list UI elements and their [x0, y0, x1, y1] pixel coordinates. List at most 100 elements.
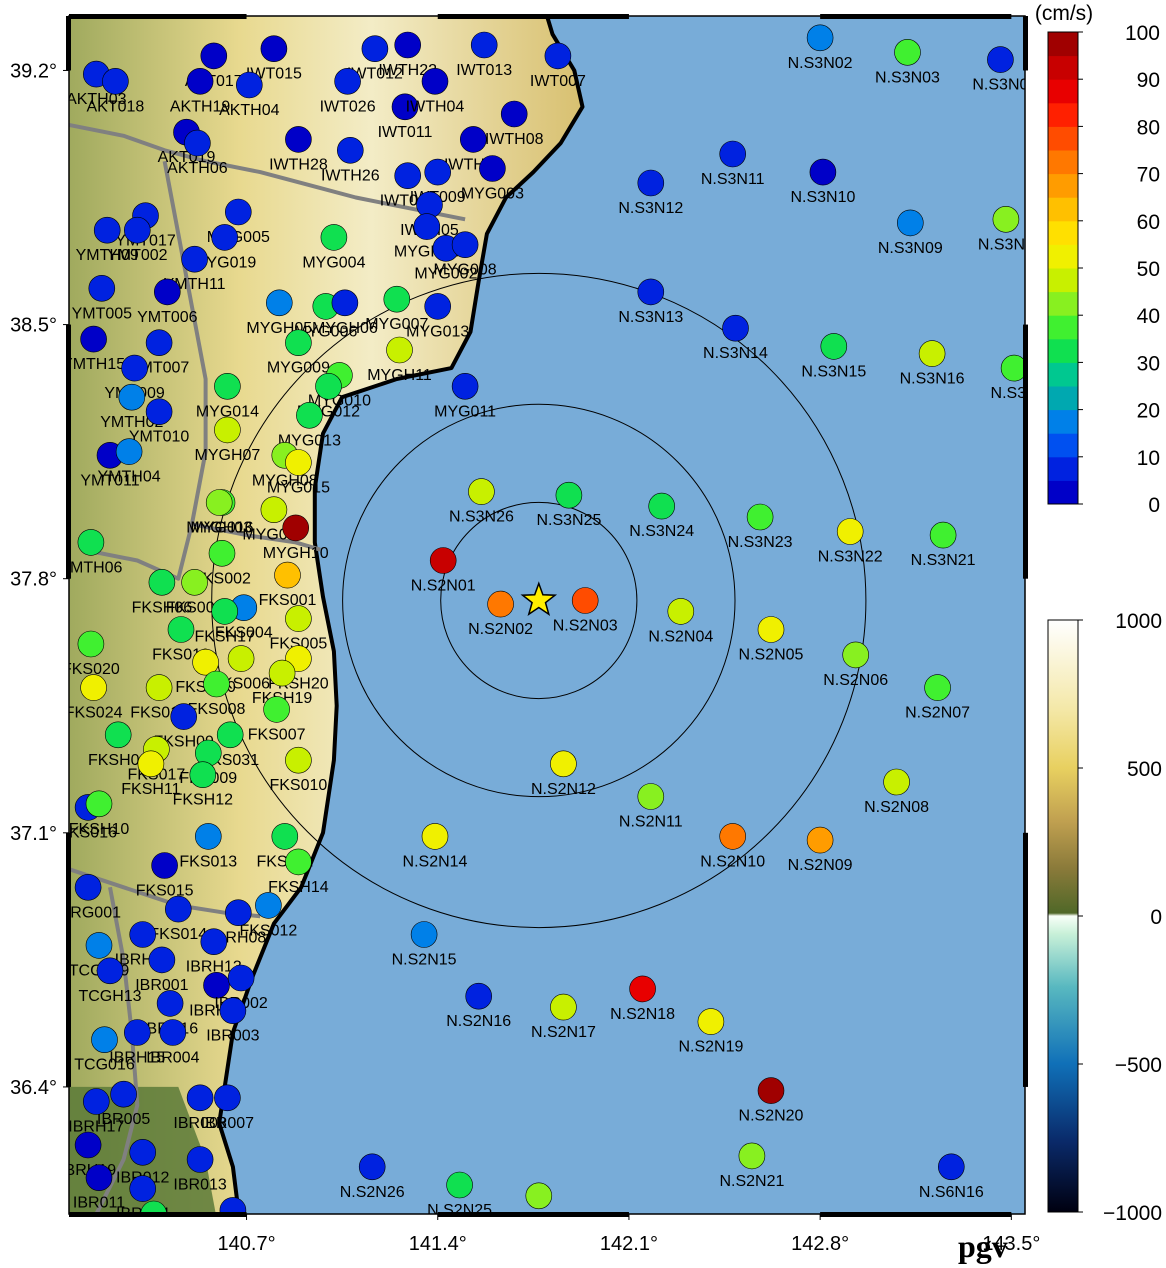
station-marker: N.S2N20: [739, 1077, 804, 1125]
station-label: IWT011: [378, 124, 433, 141]
station-circle: [203, 670, 230, 698]
station-circle: [410, 921, 438, 948]
station-marker: N.S2N21: [719, 1142, 784, 1190]
station-marker: N.S3N09: [878, 209, 943, 257]
station-marker: TCGH13: [78, 957, 142, 1005]
station-label: MYGH11: [367, 367, 432, 384]
station-circle: [77, 630, 105, 658]
station-circle: [145, 674, 173, 701]
station-label: MYG008: [434, 262, 497, 279]
station-circle: [91, 1026, 118, 1053]
station-label: N.S3N03: [875, 69, 940, 86]
station-circle: [842, 641, 870, 669]
frame-bar-left: [66, 324, 71, 579]
station-label: MYG011: [434, 403, 496, 420]
station-label: N.S2N06: [823, 672, 888, 689]
station-circle: [140, 1200, 167, 1214]
station-label: N.S3N14: [703, 345, 768, 362]
station-circle: [285, 605, 312, 632]
velocity-colorbar-segment: [1048, 409, 1078, 434]
station-label: N.S3N0: [978, 236, 1034, 253]
station-circle: [282, 514, 310, 542]
station-circle: [227, 645, 255, 672]
station-label: N.S3N22: [818, 549, 883, 566]
station-label: N.S3N0: [972, 77, 1028, 94]
frame-bar-bottom: [69, 1212, 247, 1217]
station-label: FKSH08: [88, 752, 149, 769]
station-label: FKS012: [239, 922, 297, 939]
station-circle: [214, 416, 241, 444]
station-marker: N.S2N06: [823, 641, 888, 689]
frame-bar-top: [69, 14, 247, 19]
station-circle: [260, 496, 288, 524]
station-label: YMTH06: [59, 559, 122, 576]
lon-tick-label: 142.8°: [791, 1233, 849, 1255]
station-marker: N.S2N03: [553, 587, 618, 635]
station-label: FKS007: [248, 726, 306, 743]
station-label: IBRH17: [126, 1231, 182, 1248]
station-marker: YMT006: [137, 278, 198, 326]
station-circle: [96, 957, 124, 985]
station-marker: MYG013: [406, 293, 469, 340]
velocity-colorbar-segment: [1048, 362, 1078, 387]
lat-tick-label: 37.1°: [10, 823, 57, 845]
velocity-colorbar-label: 80: [1137, 116, 1160, 139]
velocity-colorbar-segment: [1048, 197, 1078, 222]
lat-tick-label: 37.8°: [10, 569, 57, 591]
station-marker: N.S3N26: [449, 478, 514, 526]
station-label: N.S2N10: [700, 853, 765, 870]
station-circle: [987, 46, 1014, 73]
station-circle: [205, 489, 233, 516]
station-marker: MYGH03: [186, 489, 252, 537]
velocity-unit-label: (cm/s): [1035, 2, 1093, 25]
station-label: TCG016: [74, 1057, 135, 1074]
station-marker: N.S3N16: [900, 340, 965, 388]
station-circle: [255, 892, 282, 919]
station-marker: TCG016: [74, 1026, 135, 1074]
station-marker: AKT018: [86, 68, 144, 115]
station-circle: [93, 216, 121, 244]
station-label: N.S6N16: [919, 1184, 984, 1201]
station-marker: N.S2N11: [619, 783, 683, 831]
station-circle: [806, 826, 834, 854]
lat-tick-label: 39.2°: [10, 60, 57, 82]
station-marker: MYGH08: [252, 441, 318, 489]
station-label: N.S3N21: [911, 552, 976, 569]
station-circle: [85, 790, 113, 818]
station-circle: [145, 398, 173, 426]
station-marker: YMTH15: [69, 325, 125, 373]
station-label: YMT002: [107, 247, 168, 264]
velocity-colorbar-segment: [1048, 386, 1078, 411]
station-marker: IWT026: [320, 68, 376, 115]
velocity-colorbar-label: 100: [1125, 22, 1160, 45]
station-circle: [648, 492, 676, 520]
station-circle: [1000, 354, 1025, 382]
station-label: MYG004: [302, 254, 365, 271]
velocity-colorbar-segment: [1048, 32, 1078, 57]
station-label: IWT007: [530, 73, 586, 90]
station-marker: N.S2N12: [531, 750, 596, 798]
station-circle: [285, 126, 312, 153]
station-marker: N.S3N12: [618, 169, 683, 217]
station-circle: [358, 1153, 386, 1181]
station-marker: MYG004: [302, 224, 366, 271]
station-circle: [637, 278, 665, 306]
station-circle: [757, 616, 785, 643]
station-marker: AKTH06: [167, 129, 228, 177]
elevation-colorbar: [1047, 619, 1079, 1213]
station-label: MYG014: [196, 403, 259, 420]
station-circle: [470, 31, 498, 59]
station-circle: [331, 289, 359, 317]
station-marker: IBR015: [219, 1197, 247, 1214]
station-circle: [80, 325, 107, 353]
station-label: IBR008: [173, 1115, 226, 1132]
lon-tick-label: 142.1°: [600, 1233, 658, 1255]
station-label: IWT013: [456, 62, 512, 79]
station-label: N.S2N01: [411, 578, 476, 595]
station-marker: N.S2N01: [411, 547, 476, 595]
station-circle: [181, 568, 208, 596]
station-label: IWT012: [347, 66, 403, 83]
station-marker: IBRH17: [126, 1200, 182, 1248]
station-label: FKSH12: [173, 792, 234, 809]
station-circle: [637, 169, 665, 197]
